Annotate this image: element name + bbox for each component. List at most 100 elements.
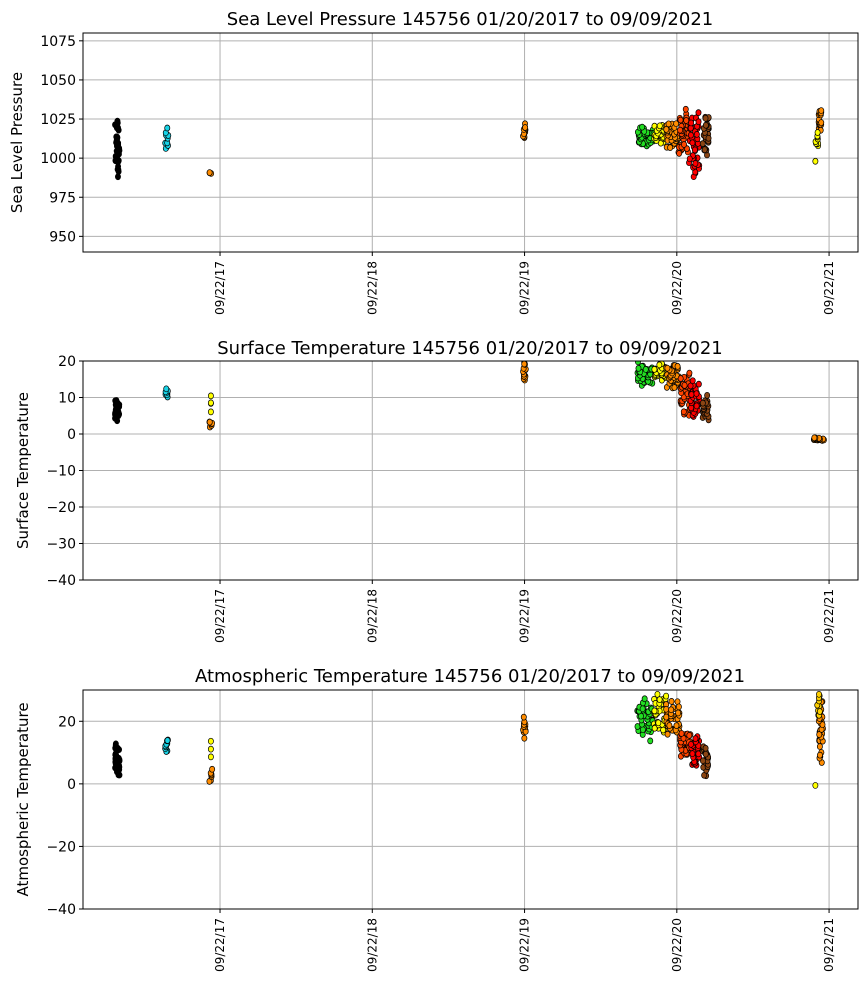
data-point [816, 708, 823, 715]
data-point [692, 160, 699, 167]
data-point [207, 737, 214, 745]
data-point [639, 726, 646, 734]
data-point [817, 751, 823, 759]
y-tick-label: −40 [46, 573, 76, 589]
y-tick-label: −30 [46, 537, 76, 553]
y-axis-label: Sea Level Pressure [8, 72, 26, 213]
data-point [678, 730, 685, 737]
data-point [695, 109, 702, 116]
data-point [656, 361, 663, 369]
data-point [676, 149, 683, 157]
data-point [688, 119, 695, 127]
x-tick-label: 09/22/21 [822, 589, 836, 643]
data-point [705, 134, 712, 142]
y-tick-label: −20 [46, 500, 76, 516]
data-point [163, 385, 170, 393]
data-point [689, 750, 696, 758]
data-point [667, 144, 674, 151]
data-point [687, 131, 694, 139]
data-point [686, 155, 693, 163]
data-point [695, 380, 702, 388]
data-point [675, 709, 682, 717]
data-point [642, 366, 649, 373]
data-point [701, 146, 708, 154]
data-point [112, 741, 119, 749]
x-tick-label: 09/22/20 [670, 918, 684, 972]
data-point [812, 157, 819, 165]
y-tick-label: 1075 [40, 34, 76, 50]
data-point [689, 139, 696, 147]
data-point [639, 123, 646, 131]
data-point [683, 117, 690, 124]
y-tick-label: 10 [58, 391, 76, 407]
data-point [665, 120, 672, 128]
x-tick-label: 09/22/18 [365, 261, 379, 315]
data-point [699, 399, 706, 407]
data-point [671, 384, 678, 391]
y-tick-label: −20 [46, 839, 76, 855]
x-tick-label: 09/22/19 [518, 589, 532, 643]
data-point [677, 375, 684, 382]
axes-frame [82, 689, 859, 910]
data-point [656, 122, 663, 130]
data-point [116, 402, 122, 410]
data-point [207, 745, 214, 753]
data-point [816, 743, 823, 750]
data-point [680, 408, 687, 416]
data-point [206, 169, 213, 176]
x-tick-label: 09/22/19 [518, 918, 532, 972]
data-point [207, 399, 214, 407]
data-point [651, 707, 658, 715]
data-point [207, 753, 214, 761]
x-tick-label: 09/22/21 [822, 261, 836, 315]
y-tick-label: 0 [67, 427, 76, 443]
data-point [812, 782, 819, 789]
data-point [663, 126, 670, 133]
y-tick-label: −40 [46, 902, 76, 918]
data-point [681, 381, 688, 389]
chart-title: Sea Level Pressure 145756 01/20/2017 to … [227, 9, 714, 30]
data-point [115, 140, 121, 148]
scatter-points [112, 361, 827, 444]
data-point [689, 377, 696, 385]
y-axis-label: Surface Temperature [14, 392, 32, 549]
y-tick-label: 1025 [40, 112, 76, 128]
data-point [635, 361, 641, 366]
data-point [112, 397, 119, 405]
x-tick-label: 09/22/17 [213, 589, 227, 643]
data-point [115, 124, 121, 132]
data-point [521, 361, 528, 368]
data-point [206, 418, 213, 426]
scatter-points [112, 690, 826, 789]
data-point [673, 722, 680, 730]
data-point [818, 119, 825, 126]
x-tick-label: 09/22/18 [365, 589, 379, 643]
data-point [814, 129, 821, 136]
data-point [114, 166, 121, 173]
axes-frame [82, 32, 859, 253]
x-tick-label: 09/22/20 [670, 261, 684, 315]
data-point [699, 757, 706, 765]
axes-frame [82, 360, 859, 581]
data-point [702, 121, 709, 129]
data-point [663, 705, 670, 713]
data-point [641, 695, 648, 703]
data-point [691, 146, 698, 154]
data-point [635, 365, 642, 372]
data-point [664, 364, 671, 372]
data-point [818, 107, 825, 114]
x-tick-label: 09/22/17 [213, 918, 227, 972]
data-point [522, 124, 529, 131]
y-tick-label: −10 [46, 464, 76, 480]
data-point [704, 391, 711, 399]
data-point [664, 730, 671, 738]
y-tick-label: 20 [58, 714, 76, 730]
data-point [686, 732, 693, 739]
x-tick-label: 09/22/21 [822, 918, 836, 972]
data-point [675, 703, 682, 711]
x-tick-label: 09/22/19 [518, 261, 532, 315]
data-point [663, 692, 670, 700]
y-axis-label: Atmospheric Temperature [14, 702, 32, 896]
data-point [674, 363, 681, 370]
